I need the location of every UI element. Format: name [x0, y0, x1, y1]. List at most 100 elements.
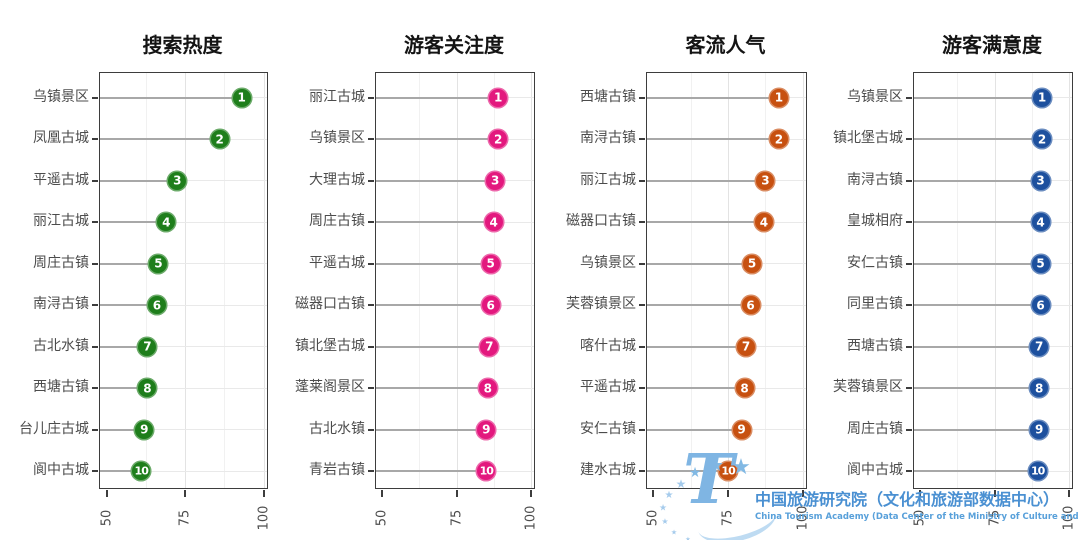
rank-dot: 6 [480, 294, 502, 316]
stem-line [647, 304, 751, 307]
category-label: 蓬莱阁景区 [295, 379, 365, 396]
category-label: 古北水镇 [309, 420, 365, 437]
y-tick-mark [906, 96, 912, 99]
gridline-vertical [493, 73, 495, 488]
plot-area: 1 2 3 4 5 6 7 8 9 10 50 75 100 [368, 72, 538, 530]
gridline-horizontal [100, 304, 267, 306]
category-label: 芙蓉镇景区 [566, 296, 636, 313]
category-label: 凤凰古城 [33, 130, 89, 147]
stem-line [914, 179, 1041, 182]
category-label: 乌镇景区 [309, 130, 365, 147]
rank-dot: 9 [731, 419, 753, 441]
plot-area: 1 2 3 4 5 6 7 8 9 10 50 75 100 [92, 72, 271, 530]
stem-line [376, 387, 488, 390]
y-tick-mark [92, 304, 98, 307]
y-axis-labels: 乌镇景区 凤凰古城 平遥古城 丽江古城 周庄古镇 南浔古镇 古北水镇 西塘古镇 台儿庄古城 阆中古… [0, 72, 99, 489]
category-label: 南浔古镇 [847, 171, 903, 188]
rank-dot: 3 [754, 170, 776, 192]
category-label: 阆中古城 [847, 462, 903, 479]
stem-line [914, 138, 1043, 141]
category-label: 丽江古城 [309, 88, 365, 105]
stem-line [100, 304, 157, 307]
rank-dot: 6 [1030, 294, 1052, 316]
stem-line [647, 262, 752, 265]
x-tick-mark [1067, 489, 1070, 497]
y-tick-mark [639, 262, 645, 265]
x-tick-mark [919, 489, 922, 497]
y-tick-mark [92, 470, 98, 473]
gridline-vertical [263, 73, 265, 488]
gridline-vertical [530, 73, 532, 488]
stem-line [914, 345, 1040, 348]
plot-area: 1 2 3 4 5 6 7 8 9 10 50 75 100 [639, 72, 810, 530]
y-tick-mark [906, 138, 912, 141]
y-tick-mark [368, 345, 374, 348]
rank-dot: 10 [1027, 460, 1049, 482]
stem-line [100, 262, 159, 265]
stem-line [376, 428, 487, 431]
rank-dot: 3 [166, 170, 188, 192]
category-label: 平遥古城 [580, 379, 636, 396]
y-axis-labels: 乌镇景区 镇北堡古城 南浔古镇 皇城相府 安仁古镇 同里古镇 西塘古镇 芙蓉镇景区 周庄古镇 阆中… [808, 72, 913, 489]
y-tick-mark [368, 221, 374, 224]
gridline-vertical [185, 73, 187, 488]
y-axis-labels: 西塘古镇 南浔古镇 丽江古城 磁器口古镇 乌镇景区 芙蓉镇景区 喀什古城 平遥古城 安仁古镇 建水… [540, 72, 646, 489]
stem-line [647, 345, 747, 348]
rank-dot: 8 [136, 377, 158, 399]
stem-line [647, 96, 779, 99]
category-label: 皇城相府 [847, 213, 903, 230]
x-tick-mark [652, 489, 655, 497]
rank-dot: 2 [209, 128, 231, 150]
rank-dot: 8 [1028, 377, 1050, 399]
y-tick-mark [906, 221, 912, 224]
x-tick-mark [105, 489, 108, 497]
y-tick-mark [639, 138, 645, 141]
x-tick-mark [529, 489, 532, 497]
y-tick-mark [368, 96, 374, 99]
category-label: 镇北堡古城 [295, 337, 365, 354]
rank-dot: 4 [753, 211, 775, 233]
gridline-vertical [765, 73, 767, 488]
rank-dot: 5 [147, 253, 169, 275]
y-tick-mark [368, 179, 374, 182]
panel-title: 搜索热度 [142, 33, 223, 57]
gridline-vertical [1031, 73, 1033, 488]
category-label: 大理古城 [309, 171, 365, 188]
y-tick-mark [639, 221, 645, 224]
rank-dot: 1 [231, 87, 253, 108]
rank-dot: 8 [734, 377, 756, 399]
panel-title: 游客满意度 [942, 33, 1042, 57]
y-tick-mark [906, 304, 912, 307]
gridline-vertical [994, 73, 996, 488]
category-label: 乌镇景区 [847, 88, 903, 105]
gridline-vertical [1068, 73, 1070, 488]
y-tick-mark [368, 138, 374, 141]
gridline-vertical [802, 73, 804, 488]
stem-line [376, 470, 487, 473]
panel-tourist-attention: 游客关注度 丽江古城 乌镇景区 大理古城 周庄古镇 平遥古城 磁器口古镇 镇北堡古城 蓬莱阁景… [270, 0, 538, 540]
stem-line [647, 428, 742, 431]
gridline-vertical [728, 73, 730, 488]
rank-dot: 5 [480, 253, 502, 275]
stem-line [100, 96, 242, 99]
stem-line [376, 304, 491, 307]
category-label: 喀什古城 [580, 337, 636, 354]
y-tick-mark [906, 387, 912, 390]
gridline-vertical [145, 73, 147, 488]
gridline-horizontal [100, 429, 267, 431]
y-tick-mark [92, 179, 98, 182]
category-label: 西塘古镇 [847, 337, 903, 354]
y-tick-mark [639, 304, 645, 307]
rank-dot: 10 [130, 460, 152, 482]
rank-dot: 7 [1028, 336, 1050, 358]
panel-satisfaction: 游客满意度 乌镇景区 镇北堡古城 南浔古镇 皇城相府 安仁古镇 同里古镇 西塘古镇 芙蓉镇景区… [808, 0, 1076, 540]
rank-dot: 3 [484, 170, 506, 192]
rank-dot: 4 [483, 211, 505, 233]
stem-line [100, 179, 178, 182]
y-tick-mark [906, 179, 912, 182]
y-tick-mark [906, 345, 912, 348]
category-label: 磁器口古镇 [566, 213, 636, 230]
rank-dot: 2 [1031, 128, 1053, 150]
y-tick-mark [368, 387, 374, 390]
